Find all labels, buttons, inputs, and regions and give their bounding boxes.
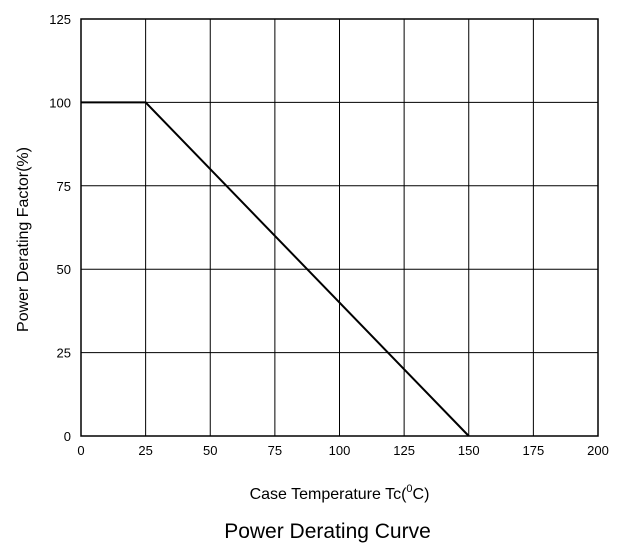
plot-frame [80,18,599,437]
x-tick-label-1: 25 [138,443,152,458]
x-axis-title-superscript: 0 [406,483,412,495]
y-axis-title: Power Derating Factor(%) [15,147,32,332]
series-line-0 [81,101,470,437]
x-tick-label-0: 0 [77,443,84,458]
y-tick-label-0: 0 [64,429,71,444]
y-tick-label-5: 125 [49,12,71,27]
x-axis-title-main: Case Temperature Tc( [250,486,407,503]
x-axis-title: Case Temperature Tc(0C) [250,483,430,503]
y-tick-label-4: 100 [49,95,71,110]
y-tick-label-2: 50 [57,262,71,277]
x-tick-label-8: 200 [587,443,609,458]
grid-lines [81,19,598,436]
chart-title: Power Derating Curve [224,520,431,543]
x-tick-label-3: 75 [268,443,282,458]
x-tick-label-5: 125 [393,443,415,458]
x-tick-label-6: 150 [458,443,480,458]
x-axis-title-tail: C) [413,486,430,503]
x-tick-label-2: 50 [203,443,217,458]
y-tick-label-1: 25 [57,346,71,361]
y-tick-labels: 0 25 50 75 100 125 [49,12,71,444]
x-tick-label-4: 100 [329,443,351,458]
series-group [81,101,470,437]
x-tick-labels: 0 25 50 75 100 125 150 175 200 [77,443,608,458]
x-tick-label-7: 175 [523,443,545,458]
y-tick-label-3: 75 [57,179,71,194]
